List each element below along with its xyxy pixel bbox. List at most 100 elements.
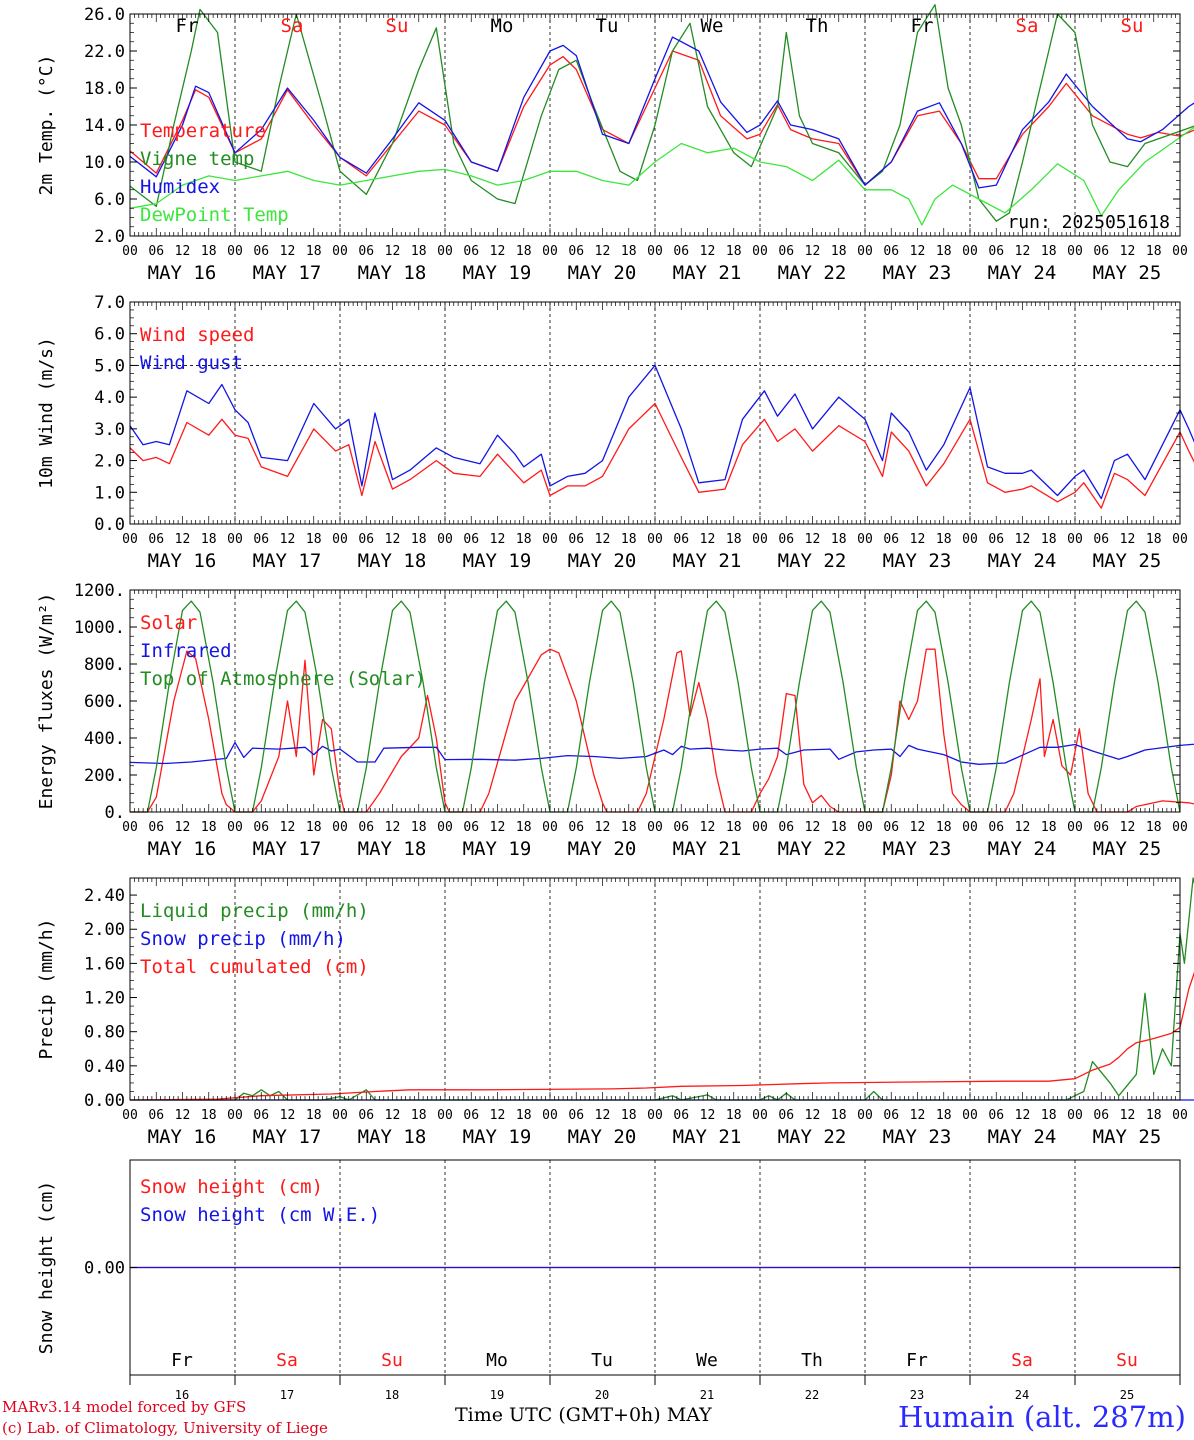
weekday-header: Su: [1121, 15, 1144, 37]
hour-tick-label: 00: [227, 532, 243, 547]
hour-tick-label: 00: [1172, 1108, 1188, 1123]
legend-entry: DewPoint Temp: [140, 204, 289, 226]
hour-tick-label: 00: [227, 1108, 243, 1123]
series-line: [130, 648, 1194, 813]
day-number: 18: [385, 1388, 399, 1402]
y-tick-label: 6.0: [94, 190, 125, 210]
hour-tick-label: 06: [883, 1108, 899, 1123]
hour-tick-label: 00: [437, 1108, 453, 1123]
lab-credit: (c) Lab. of Climatology, University of L…: [2, 1419, 328, 1437]
hour-tick-label: 00: [332, 244, 348, 259]
weekday-label: Su: [381, 1350, 403, 1371]
hour-tick-label: 18: [726, 244, 742, 259]
weekday-header: Sa: [281, 15, 304, 37]
hour-tick-label: 12: [1015, 1108, 1031, 1123]
hour-tick-label: 06: [988, 532, 1004, 547]
hour-tick-label: 06: [778, 820, 794, 835]
day-label: MAY 17: [253, 838, 322, 860]
hour-tick-label: 00: [122, 1108, 138, 1123]
weekday-label: Fr: [171, 1350, 193, 1371]
hour-tick-label: 00: [962, 820, 978, 835]
weekday-label: Sa: [1011, 1350, 1033, 1371]
y-tick-label: 6.0: [94, 325, 125, 345]
hour-tick-label: 18: [1146, 244, 1162, 259]
hour-tick-label: 00: [1067, 532, 1083, 547]
day-label: MAY 21: [673, 262, 742, 284]
hour-tick-label: 06: [148, 532, 164, 547]
y-tick-label: 2.0: [94, 227, 125, 247]
hour-tick-label: 12: [175, 1108, 191, 1123]
hour-tick-label: 00: [437, 532, 453, 547]
hour-tick-label: 18: [726, 1108, 742, 1123]
weekday-header: Mo: [491, 15, 514, 37]
y-tick-label: 2.40: [84, 886, 125, 906]
hour-tick-label: 12: [175, 820, 191, 835]
weekday-header: Th: [806, 15, 829, 37]
hour-tick-label: 00: [1172, 244, 1188, 259]
hour-tick-label: 12: [385, 1108, 401, 1123]
panel-energy: 00 06 12 18 00 06 12 18 00 06 12 18 00 06 12 18 00 06 12 18…: [36, 581, 1194, 860]
series-line: [129, 36, 1194, 189]
hour-tick-label: 06: [463, 820, 479, 835]
day-label: MAY 24: [988, 838, 1057, 860]
hour-tick-label: 00: [752, 244, 768, 259]
hour-tick-label: 12: [385, 820, 401, 835]
weekday-header: Fr: [911, 15, 934, 37]
x-axis-month: MAY: [666, 1404, 712, 1426]
hour-tick-label: 06: [358, 244, 374, 259]
hour-tick-label: 18: [1146, 1108, 1162, 1123]
day-label: MAY 18: [358, 550, 427, 572]
hour-tick-label: 06: [463, 532, 479, 547]
y-tick-label: 2.0: [94, 452, 125, 472]
model-credit: MARv3.14 model forced by GFS: [2, 1398, 247, 1416]
hour-tick-label: 06: [883, 532, 899, 547]
y-tick-label: 22.0: [84, 42, 125, 62]
legend-entry: Humidex: [140, 176, 220, 198]
hour-tick-label: 00: [857, 820, 873, 835]
day-label: MAY 17: [253, 550, 322, 572]
series-line: [129, 402, 1194, 509]
y-tick-label: 3.0: [94, 420, 125, 440]
hour-tick-label: 12: [805, 532, 821, 547]
run-label: run: 2025051618: [1007, 212, 1170, 233]
legend-entry: Snow height (cm W.E.): [140, 1204, 380, 1226]
hour-tick-label: 18: [1041, 820, 1057, 835]
hour-tick-label: 12: [805, 820, 821, 835]
hour-tick-label: 12: [1120, 244, 1136, 259]
day-number: 21: [700, 1388, 714, 1402]
hour-tick-label: 12: [1120, 820, 1136, 835]
hour-tick-label: 18: [201, 244, 217, 259]
hour-tick-label: 06: [988, 1108, 1004, 1123]
hour-tick-label: 06: [148, 244, 164, 259]
y-tick-label: 1000.: [74, 618, 125, 638]
station-name: Humain (alt. 287m): [897, 1400, 1186, 1434]
legend-entry: Total cumulated (cm): [140, 956, 369, 978]
hour-tick-label: 06: [673, 1108, 689, 1123]
day-label: MAY 20: [568, 550, 637, 572]
day-label: MAY 22: [778, 1126, 847, 1148]
y-tick-label: 5.0: [94, 356, 125, 376]
hour-tick-label: 00: [647, 244, 663, 259]
hour-tick-label: 00: [647, 820, 663, 835]
hour-tick-label: 18: [306, 820, 322, 835]
hour-tick-label: 00: [122, 820, 138, 835]
day-label: MAY 21: [673, 838, 742, 860]
hour-tick-label: 06: [883, 820, 899, 835]
day-label: MAY 23: [883, 550, 952, 572]
hour-tick-label: 18: [306, 1108, 322, 1123]
day-label: MAY 17: [253, 262, 322, 284]
day-label: MAY 20: [568, 262, 637, 284]
hour-tick-label: 18: [1146, 820, 1162, 835]
hour-tick-label: 06: [463, 244, 479, 259]
weekday-label: We: [696, 1350, 718, 1371]
day-label: MAY 16: [148, 838, 217, 860]
y-tick-label: 18.0: [84, 79, 125, 99]
hour-tick-label: 18: [936, 820, 952, 835]
panel-temperature: 00 06 12 18 00 06 12 18 00 06 12 18 00 06 12 18 00 06 12 18…: [36, 4, 1194, 284]
hour-tick-label: 18: [936, 244, 952, 259]
hour-tick-label: 00: [227, 244, 243, 259]
hour-tick-label: 06: [778, 532, 794, 547]
hour-tick-label: 00: [332, 1108, 348, 1123]
hour-tick-label: 18: [1041, 244, 1057, 259]
hour-tick-label: 12: [805, 244, 821, 259]
